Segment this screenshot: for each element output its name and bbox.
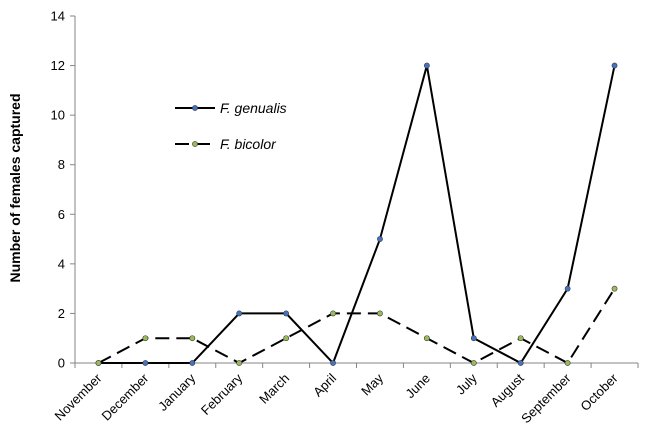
data-point-f-genualis-october (611, 62, 618, 69)
data-point-f-genualis-may (377, 236, 383, 242)
x-tick-label-september: September (518, 370, 574, 426)
data-point-f-genualis-august (517, 360, 524, 366)
data-point-f-bicolor-july (470, 360, 477, 366)
legend-marker-f-genualis (192, 105, 198, 111)
data-point-f-bicolor-january (189, 335, 196, 342)
series-group (95, 62, 618, 366)
data-point-f-bicolor-march (283, 335, 290, 342)
data-point-f-bicolor-june (423, 335, 430, 342)
data-point-f-bicolor-april (330, 310, 336, 317)
y-axis-title: Number of females captured (7, 93, 23, 282)
legend-marker-f-bicolor (192, 141, 198, 147)
x-tick-label-july: July (453, 370, 480, 397)
y-tick-labels: 0 2 4 6 8 10 12 14 (51, 9, 65, 371)
data-point-f-genualis-march (283, 310, 290, 317)
data-point-f-genualis-january (189, 360, 196, 366)
data-point-f-genualis-july (470, 335, 477, 342)
legend: F. genualis F. bicolor (175, 100, 287, 152)
x-tick-label-october: October (577, 370, 621, 414)
x-tick-label-march: March (256, 371, 292, 407)
data-point-f-genualis-december (142, 360, 149, 366)
legend-label-f-genualis: F. genualis (220, 100, 287, 116)
data-point-f-genualis-september (564, 285, 571, 292)
x-tick-label-december: December (98, 370, 151, 423)
data-point-f-bicolor-december (142, 335, 149, 342)
y-tick-label: 6 (58, 207, 65, 222)
data-point-f-bicolor-february (236, 360, 243, 366)
data-point-f-genualis-june (423, 62, 430, 69)
y-tick-label: 10 (51, 108, 65, 123)
data-point-f-bicolor-august (517, 335, 524, 342)
y-tick-label: 12 (51, 58, 65, 73)
data-point-f-genualis-february (236, 310, 243, 317)
y-tick-label: 2 (58, 306, 65, 321)
data-point-f-bicolor-october (611, 285, 618, 292)
data-point-f-genualis-april (330, 360, 336, 366)
x-tick-label-june: June (402, 371, 433, 402)
data-point-f-bicolor-november (95, 360, 102, 366)
series-line-f-genualis (98, 65, 616, 365)
axes (70, 15, 639, 368)
y-tick-label: 14 (51, 9, 65, 24)
x-tick-label-may: May (358, 370, 386, 398)
y-tick-label: 8 (58, 157, 65, 172)
x-tick-label-february: February (198, 370, 246, 418)
legend-label-f-bicolor: F. bicolor (220, 136, 277, 152)
x-tick-label-august: August (488, 370, 527, 409)
data-point-f-bicolor-may (377, 310, 383, 317)
x-tick-label-november: November (52, 370, 105, 423)
data-point-f-bicolor-september (564, 360, 571, 366)
series-line-f-bicolor (97, 288, 616, 365)
y-tick-label: 4 (58, 256, 65, 271)
y-tick-label: 0 (58, 356, 65, 371)
x-tick-label-april: April (310, 370, 339, 399)
x-tick-label-january: January (155, 370, 199, 414)
